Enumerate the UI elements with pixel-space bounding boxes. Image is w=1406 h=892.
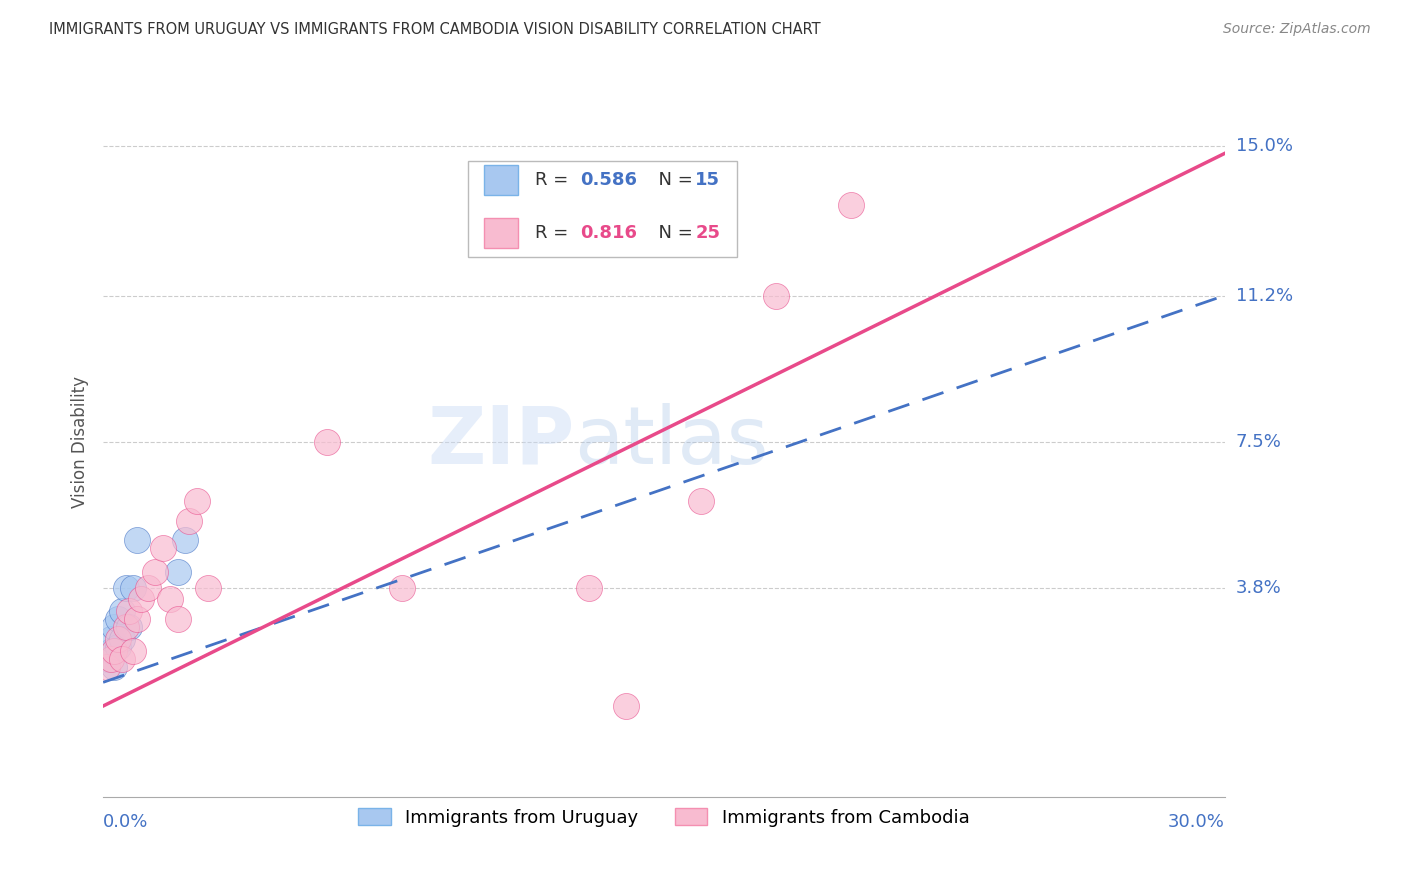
Text: 11.2%: 11.2% [1236,286,1294,304]
Text: R =: R = [534,225,574,243]
Point [122,581,145,595]
Text: 0.0%: 0.0% [103,813,149,830]
FancyBboxPatch shape [485,165,517,195]
Text: N =: N = [647,171,699,189]
Point [578,581,600,595]
Point [111,604,134,618]
Point [186,493,208,508]
Point [103,620,125,634]
Point [125,533,148,548]
Point [107,632,129,646]
Text: 15.0%: 15.0% [1236,136,1292,154]
Text: N =: N = [647,225,699,243]
Text: Source: ZipAtlas.com: Source: ZipAtlas.com [1223,22,1371,37]
Point [107,612,129,626]
Point [100,651,122,665]
Text: R =: R = [534,171,574,189]
Y-axis label: Vision Disability: Vision Disability [72,376,89,508]
Point [114,620,136,634]
Text: ZIP: ZIP [427,402,574,481]
Point [129,592,152,607]
Point [174,533,197,548]
Legend: Immigrants from Uruguay, Immigrants from Cambodia: Immigrants from Uruguay, Immigrants from… [352,801,977,834]
FancyBboxPatch shape [485,219,517,248]
Point [616,698,638,713]
Point [125,612,148,626]
Point [96,659,118,673]
Point [690,493,713,508]
Point [100,632,122,646]
Point [96,651,118,665]
Point [100,644,122,658]
Text: 30.0%: 30.0% [1168,813,1225,830]
FancyBboxPatch shape [468,161,737,257]
Point [167,565,190,579]
Point [118,604,141,618]
Text: 15: 15 [695,171,720,189]
Point [111,651,134,665]
Point [107,640,129,654]
Point [765,288,787,302]
Point [103,659,125,673]
Point [177,514,200,528]
Point [839,198,862,212]
Point [159,592,181,607]
Point [145,565,167,579]
Point [103,644,125,658]
Point [167,612,190,626]
Text: 0.816: 0.816 [579,225,637,243]
Text: atlas: atlas [574,402,769,481]
Text: 7.5%: 7.5% [1236,433,1282,450]
Point [111,632,134,646]
Point [316,434,339,449]
Point [197,581,219,595]
Text: 3.8%: 3.8% [1236,579,1281,597]
Point [118,620,141,634]
Point [136,581,159,595]
Text: 0.586: 0.586 [579,171,637,189]
Point [114,581,136,595]
Point [122,644,145,658]
Point [152,541,174,556]
Text: 25: 25 [695,225,720,243]
Point [391,581,413,595]
Text: IMMIGRANTS FROM URUGUAY VS IMMIGRANTS FROM CAMBODIA VISION DISABILITY CORRELATIO: IMMIGRANTS FROM URUGUAY VS IMMIGRANTS FR… [49,22,821,37]
